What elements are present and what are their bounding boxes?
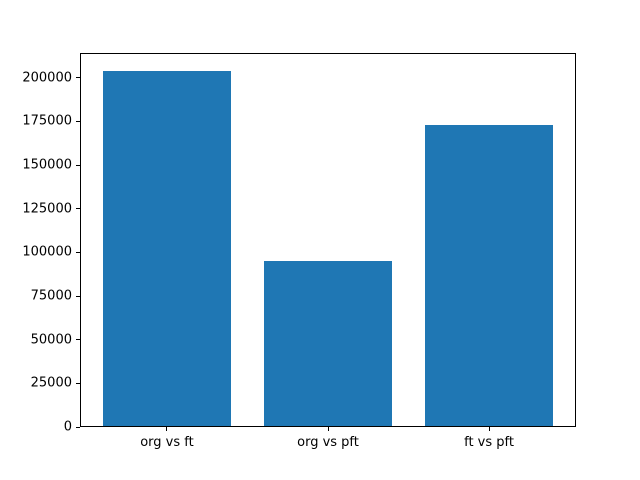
y-tick-mark — [76, 77, 80, 79]
y-tick-mark — [76, 164, 80, 166]
y-tick-label: 125000 — [22, 201, 72, 217]
x-tick-mark — [166, 427, 168, 431]
y-tick-mark — [76, 382, 80, 384]
y-tick-label: 50000 — [30, 332, 72, 348]
y-tick-label: 75000 — [30, 288, 72, 304]
y-tick-label: 175000 — [22, 113, 72, 129]
y-tick-label: 200000 — [22, 70, 72, 86]
y-tick-mark — [76, 208, 80, 210]
bar-org-vs-ft — [102, 70, 232, 427]
x-tick-label: org vs pft — [297, 435, 359, 450]
y-tick-label: 0 — [63, 419, 72, 435]
y-tick-mark — [76, 120, 80, 122]
y-tick-label: 150000 — [22, 157, 72, 173]
x-tick-label: ft vs pft — [464, 435, 514, 450]
y-tick-mark — [76, 426, 80, 428]
y-tick-label: 25000 — [30, 375, 72, 391]
x-tick-mark — [327, 427, 329, 431]
bar-ft-vs-pft — [424, 124, 554, 427]
x-tick-mark — [488, 427, 490, 431]
y-tick-mark — [76, 339, 80, 341]
y-tick-label: 100000 — [22, 244, 72, 260]
x-tick-label: org vs ft — [140, 435, 194, 450]
y-tick-mark — [76, 295, 80, 297]
y-tick-mark — [76, 251, 80, 253]
bar-org-vs-pft — [263, 261, 393, 427]
